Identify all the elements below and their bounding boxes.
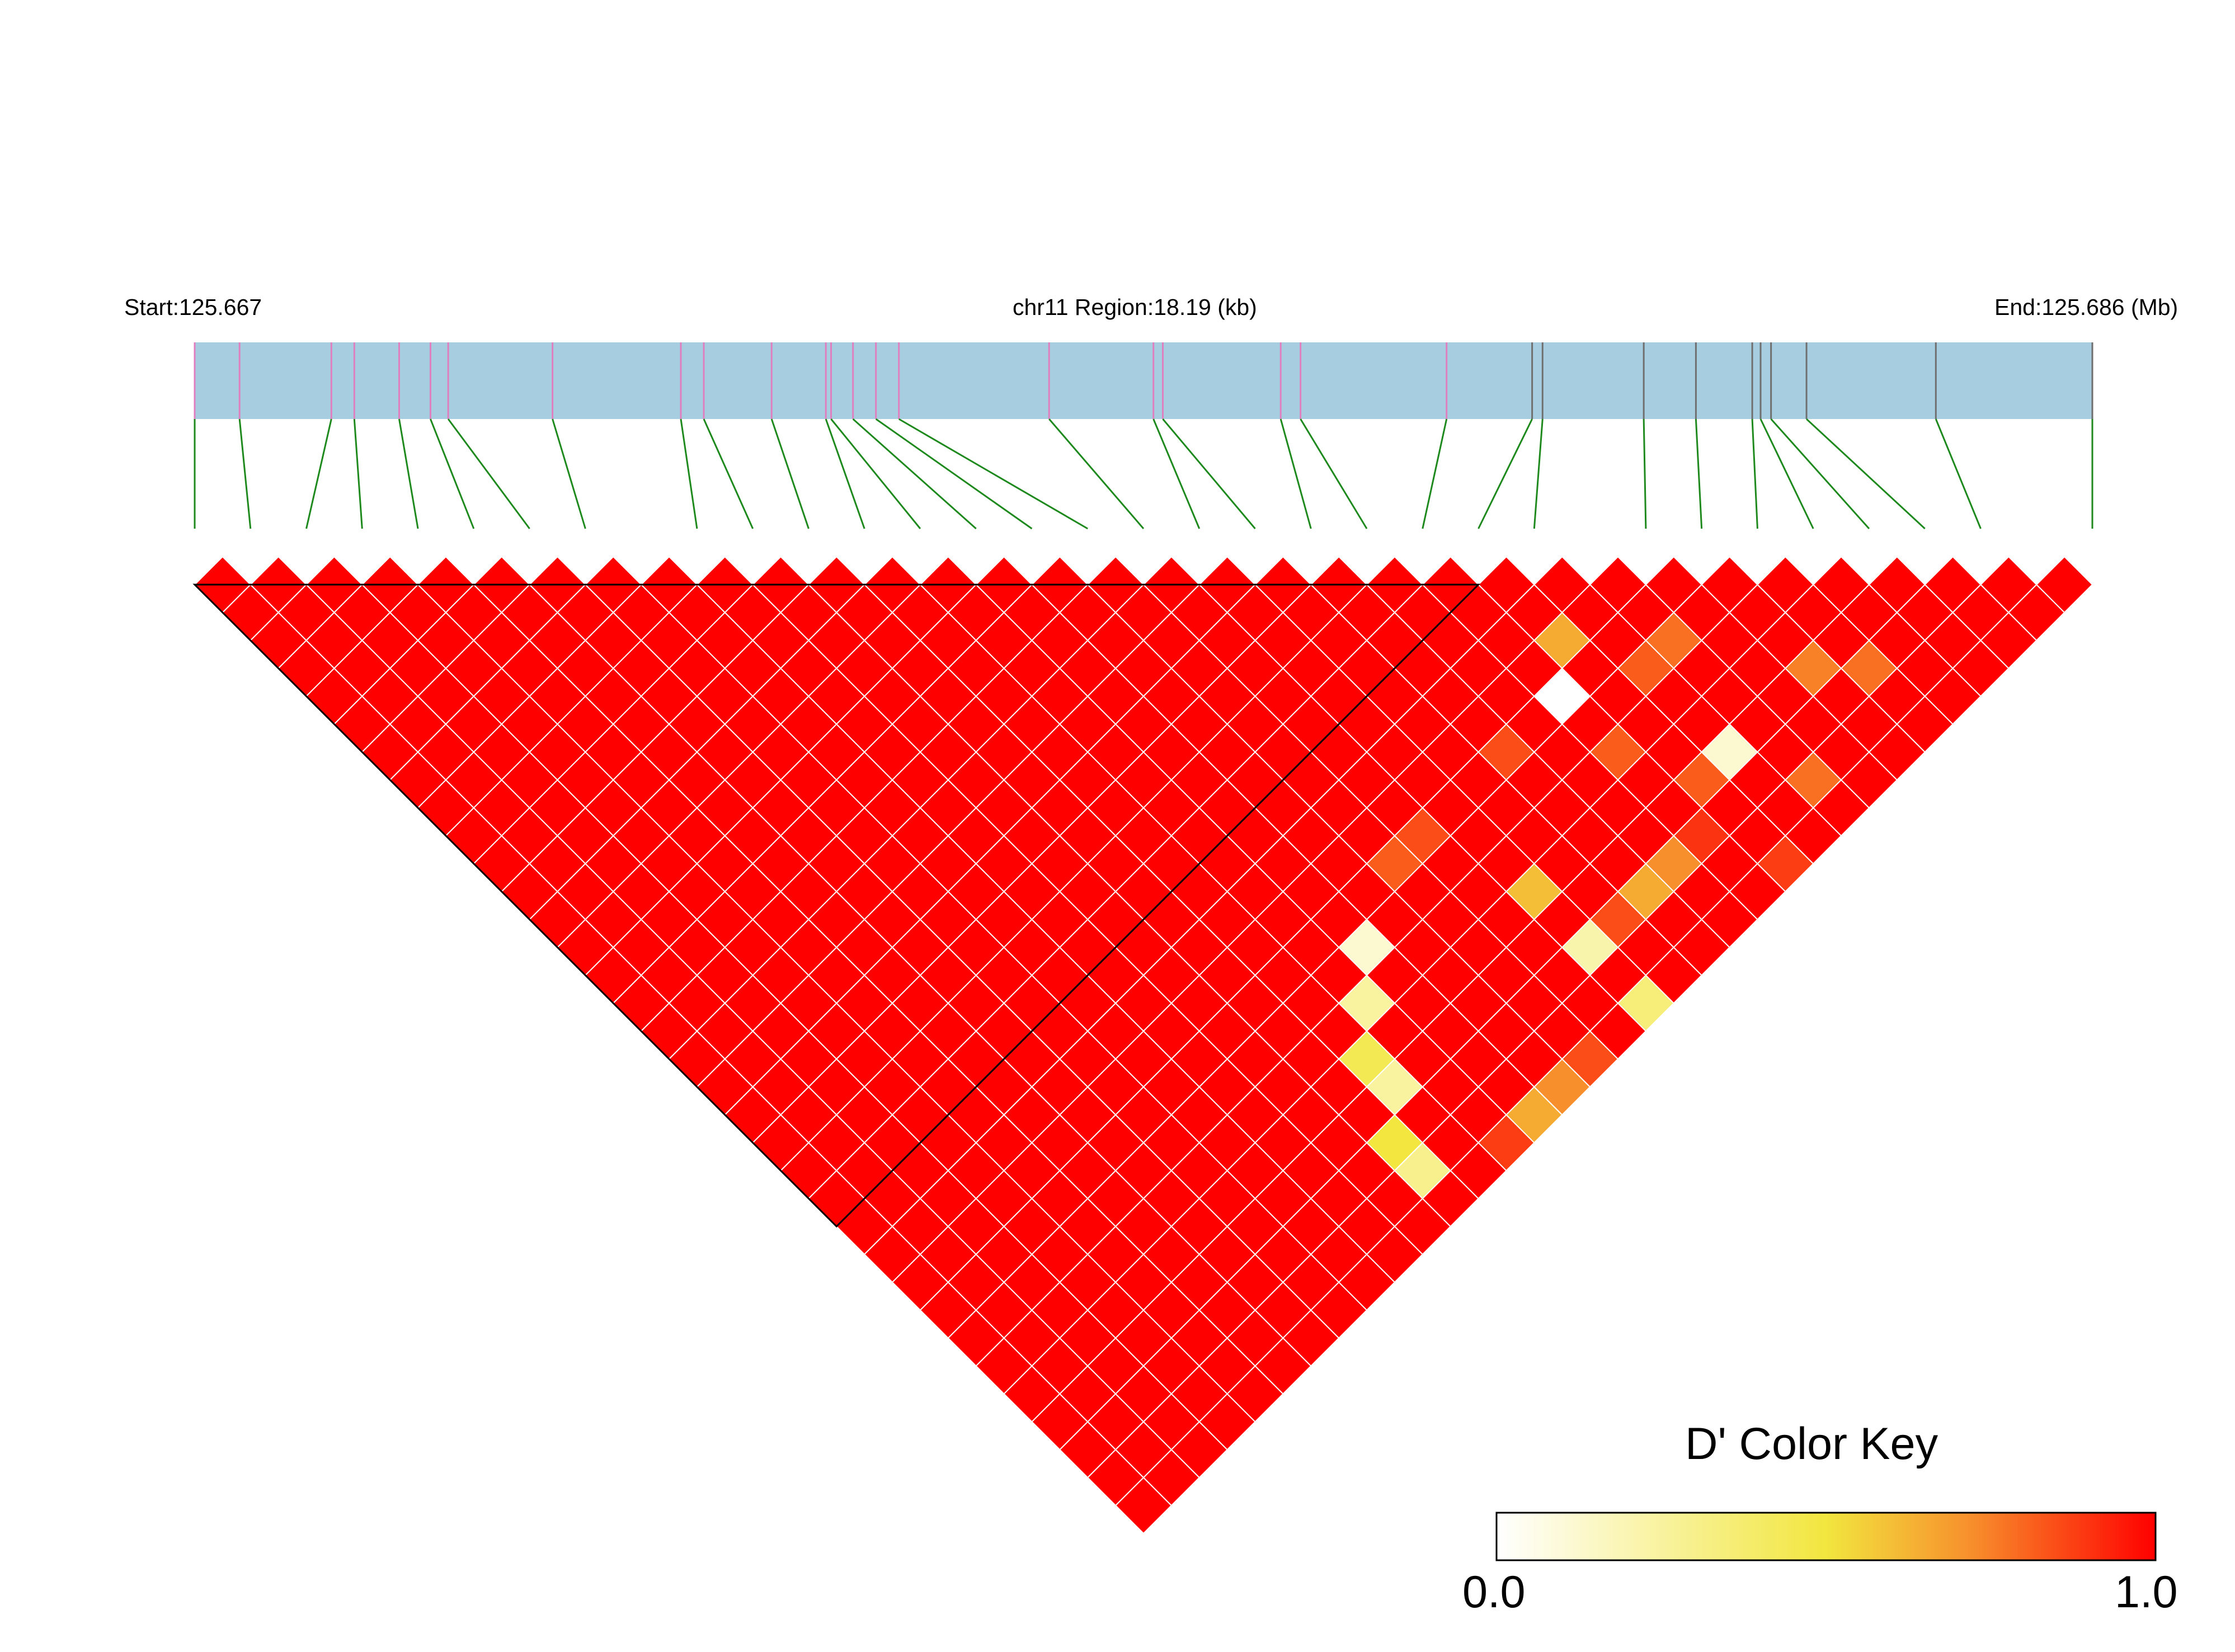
ld-cells — [194, 556, 2093, 1535]
snp-connector — [1162, 418, 1256, 529]
snp-connector — [875, 418, 1033, 530]
snp-connector — [430, 418, 475, 529]
snp-connector — [353, 418, 363, 529]
haplotype-block — [192, 583, 1481, 1228]
snp-connector — [1759, 418, 1814, 529]
region-track-bar — [195, 342, 2092, 419]
region-end-label: End:125.686 (Mb) — [1994, 294, 2178, 320]
snp-connector — [703, 418, 754, 529]
snp-connector — [1935, 418, 1982, 529]
snp-connector — [1695, 418, 1703, 529]
snp-connector — [1533, 418, 1544, 529]
color-key-title: D' Color Key — [1685, 1419, 1938, 1469]
haplotype-block-outlines — [192, 583, 1481, 1228]
snp-connector — [680, 418, 698, 529]
snp-connector — [1751, 418, 1758, 529]
color-key-max-label: 1.0 — [2115, 1567, 2178, 1617]
snp-connector — [1643, 418, 1647, 529]
snp-connector — [825, 418, 865, 529]
snp-connector — [238, 418, 252, 529]
snp-connector — [447, 418, 530, 529]
snp-connector — [1478, 418, 1533, 529]
ld-cell — [2035, 556, 2093, 614]
snp-connector — [398, 418, 419, 529]
snp-connector — [1300, 418, 1368, 529]
snp-connector — [770, 418, 810, 529]
color-key-gradient-bar — [1495, 1512, 2157, 1561]
snp-connector — [552, 418, 586, 529]
region-title: chr11 Region:18.19 (kb) — [1013, 294, 1257, 320]
snp-marker-ticks — [194, 342, 2093, 419]
chromosome-track — [194, 342, 2093, 530]
snp-connector — [1770, 418, 1870, 529]
snp-connector — [830, 418, 921, 529]
d-prime-color-key — [1495, 1512, 2157, 1561]
snp-connector — [1279, 418, 1312, 529]
snp-connector — [1152, 418, 1201, 529]
snp-connector-lines — [194, 418, 2093, 530]
snp-connector — [1048, 418, 1145, 529]
region-start-label: Start:125.667 — [124, 294, 262, 320]
color-key-min-label: 0.0 — [1462, 1567, 1526, 1617]
snp-connector — [1806, 418, 1926, 530]
snp-connector — [898, 418, 1088, 530]
snp-connector — [305, 418, 332, 529]
snp-connector — [852, 418, 977, 530]
snp-connector — [1422, 418, 1448, 529]
